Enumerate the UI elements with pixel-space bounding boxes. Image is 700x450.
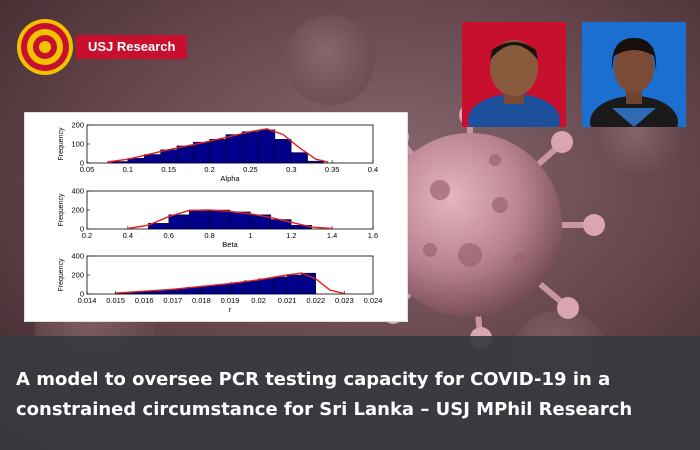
histogram-bar bbox=[291, 152, 308, 164]
x-axis-label: Beta bbox=[222, 240, 238, 249]
y-tick-label: 0 bbox=[80, 290, 84, 299]
x-tick-label: 0.023 bbox=[335, 296, 354, 305]
histogram-bar bbox=[307, 160, 325, 164]
x-tick-label: 0.8 bbox=[204, 231, 214, 240]
y-axis-label: Frequency bbox=[58, 193, 65, 227]
y-axis-label: Frequency bbox=[58, 258, 65, 292]
y-tick-label: 200 bbox=[71, 271, 84, 280]
y-tick-label: 0 bbox=[80, 225, 84, 234]
histogram-bar bbox=[193, 141, 210, 164]
histogram-bar bbox=[242, 131, 259, 164]
x-tick-label: 0.6 bbox=[163, 231, 173, 240]
headline-line-1: A model to oversee PCR testing capacity … bbox=[16, 369, 611, 390]
histogram-bar bbox=[272, 276, 288, 295]
histogram-bar bbox=[229, 211, 251, 230]
x-tick-label: 0.25 bbox=[243, 165, 258, 174]
histogram-bar bbox=[258, 278, 274, 295]
fit-line bbox=[115, 272, 345, 295]
y-tick-label: 200 bbox=[71, 121, 84, 130]
x-axis-label: Alpha bbox=[220, 174, 240, 183]
x-tick-label: 1.6 bbox=[368, 231, 378, 240]
university-seal-icon bbox=[17, 19, 73, 75]
histogram-bar bbox=[215, 284, 231, 295]
x-tick-label: 1 bbox=[248, 231, 252, 240]
x-tick-label: 0.022 bbox=[306, 296, 325, 305]
y-tick-label: 200 bbox=[71, 206, 84, 215]
headline-line-2: constrained circumstance for Sri Lanka –… bbox=[16, 399, 633, 420]
histogram-bar bbox=[225, 134, 243, 164]
x-tick-label: 0.4 bbox=[368, 165, 378, 174]
y-tick-label: 0 bbox=[80, 159, 84, 168]
x-tick-label: 0.024 bbox=[364, 296, 383, 305]
y-tick-label: 400 bbox=[71, 252, 84, 261]
histogram-bar bbox=[201, 285, 216, 295]
histogram-bar bbox=[209, 139, 227, 164]
histogram-bar bbox=[229, 282, 245, 295]
histogram-bar bbox=[209, 209, 231, 230]
fit-line bbox=[107, 128, 329, 163]
histogram-bar bbox=[244, 280, 259, 295]
y-tick-label: 100 bbox=[71, 140, 84, 149]
histogram-bar bbox=[258, 129, 276, 164]
x-tick-label: 0.2 bbox=[82, 231, 92, 240]
x-tick-label: 1.2 bbox=[286, 231, 296, 240]
histogram-bar bbox=[301, 272, 317, 295]
researcher-photo-2 bbox=[582, 22, 686, 127]
x-tick-label: 0.021 bbox=[278, 296, 297, 305]
researcher-photo-1 bbox=[462, 22, 566, 127]
histogram-bar bbox=[143, 154, 161, 164]
x-tick-label: 0.018 bbox=[192, 296, 211, 305]
histogram-bar bbox=[274, 139, 292, 164]
posterior-histograms-figure: 0.05 0.1 0.15 0.2 0.25 0.3 0.35 0.4 0 100 200 Alpha… bbox=[24, 112, 408, 322]
x-tick-label: 0.1 bbox=[123, 165, 133, 174]
histogram-bar bbox=[168, 214, 190, 230]
x-tick-label: 0.05 bbox=[80, 165, 95, 174]
x-tick-label: 0.35 bbox=[325, 165, 340, 174]
x-tick-label: 0.4 bbox=[123, 231, 133, 240]
histogram-bar bbox=[186, 287, 202, 295]
x-tick-label: 0.019 bbox=[221, 296, 240, 305]
histogram-bar bbox=[188, 209, 210, 230]
x-tick-label: 0.3 bbox=[286, 165, 296, 174]
y-axis-label: Frequency bbox=[58, 127, 65, 161]
x-tick-label: 0.02 bbox=[251, 296, 266, 305]
x-tick-label: 0.016 bbox=[135, 296, 154, 305]
y-tick-label: 400 bbox=[71, 187, 84, 196]
x-tick-label: 0.2 bbox=[204, 165, 214, 174]
x-tick-label: 0.017 bbox=[163, 296, 182, 305]
x-tick-label: 1.4 bbox=[327, 231, 337, 240]
main-virus bbox=[361, 104, 605, 349]
fit-line bbox=[127, 209, 333, 230]
x-tick-label: 0.014 bbox=[78, 296, 97, 305]
x-tick-label: 0.15 bbox=[161, 165, 176, 174]
histogram-bar bbox=[287, 274, 302, 295]
headline: A model to oversee PCR testing capacity … bbox=[16, 365, 696, 425]
usj-research-badge: USJ Research bbox=[76, 35, 188, 59]
headline-banner bbox=[0, 336, 700, 450]
histogram-chart: 0.05 0.1 0.15 0.2 0.25 0.3 0.35 0.40100200Alpha… bbox=[58, 121, 383, 315]
x-tick-label: 0.015 bbox=[106, 296, 125, 305]
histogram-bar bbox=[176, 145, 194, 164]
x-axis-label: r bbox=[229, 305, 232, 314]
